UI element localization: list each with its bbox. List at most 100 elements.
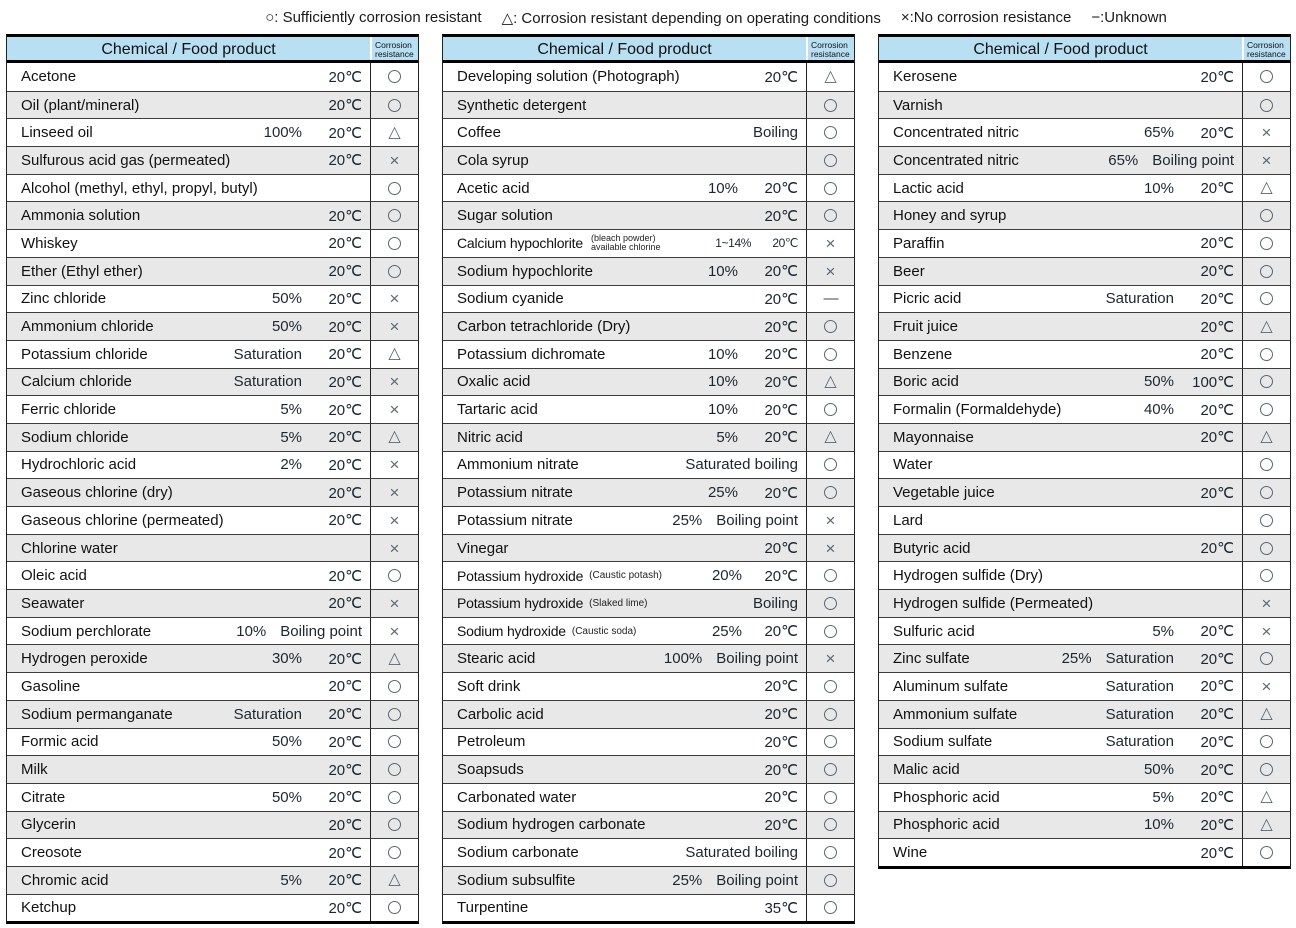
- product-cell: Picric acid Saturation 20℃: [879, 286, 1242, 313]
- legend-item-circle: ○: Sufficiently corrosion resistant: [265, 9, 482, 26]
- concentration-value: 10%: [707, 179, 738, 197]
- temperature-value: 20℃: [328, 650, 362, 668]
- rating-circle-symbol: [1242, 202, 1290, 230]
- table-body: Kerosene 20℃ Varnish Concentrated nitric 65%…: [879, 63, 1290, 866]
- rating-circle-symbol: [806, 119, 854, 147]
- product-name: Sodium carbonate: [457, 844, 579, 862]
- product-name: Beer: [893, 262, 925, 280]
- product-name: Chromic acid: [21, 871, 109, 889]
- concentration-value: Saturation: [1105, 290, 1174, 308]
- product-name: Gaseous chlorine (permeated): [21, 511, 224, 529]
- rating-circle-symbol: [806, 756, 854, 783]
- table-right: Chemical / Food product Corrosion resist…: [878, 34, 1291, 869]
- temperature-value: 20℃: [764, 429, 798, 447]
- cross-icon: ×: [389, 483, 400, 503]
- value-group: 1~14% 20℃: [715, 236, 798, 250]
- product-name: Creosote: [21, 844, 82, 862]
- temperature-value: 20℃: [1200, 816, 1234, 834]
- cross-icon: ×: [389, 317, 400, 337]
- temperature-value: 20℃: [764, 180, 798, 198]
- product-name: Coffee: [457, 124, 501, 142]
- triangle-icon: △: [824, 372, 837, 390]
- value-group: 20℃: [752, 207, 798, 225]
- table-row: Formic acid 50% 20℃: [7, 727, 418, 756]
- product-cell: Calcium hypochlorite (bleach powder) avail…: [443, 230, 806, 257]
- product-cell: Petroleum 20℃: [443, 729, 806, 756]
- temperature-value: 100℃: [1192, 373, 1234, 391]
- table-row: Lactic acid 10% 20℃ △: [879, 173, 1290, 202]
- product-cell: Hydrochloric acid 2% 20℃: [7, 452, 370, 479]
- temperature-value: 20℃: [328, 595, 362, 613]
- triangle-icon: △: [388, 428, 401, 446]
- concentration-value: 5%: [716, 428, 738, 446]
- rating-circle-symbol: [806, 811, 854, 839]
- temperature-value: 20℃: [764, 816, 798, 834]
- product-name: Sodium hypochlorite: [457, 262, 593, 280]
- product-cell: Calcium chloride Saturation 20℃: [7, 369, 370, 396]
- temperature-value: 20℃: [328, 207, 362, 225]
- concentration-value: 25%: [711, 622, 742, 640]
- cross-icon: ×: [389, 538, 400, 558]
- value-group: 5% 20℃: [246, 871, 362, 890]
- circle-icon: [1260, 486, 1273, 500]
- temperature-value: 20℃: [1200, 789, 1234, 807]
- circle-icon: [824, 569, 837, 583]
- rating-circle-symbol: [370, 230, 418, 257]
- rating-circle-symbol: [806, 700, 854, 728]
- product-name: Carbon tetrachloride (Dry): [457, 318, 631, 336]
- table-row: Acetone 20℃: [7, 63, 418, 91]
- value-group: 20℃: [316, 207, 362, 225]
- product-name: Vegetable juice: [893, 484, 995, 502]
- temperature-value: 20℃: [328, 567, 362, 585]
- column-header-product: Chemical / Food product: [973, 41, 1148, 58]
- product-cell: Wine 20℃: [879, 839, 1242, 866]
- circle-icon: [824, 403, 837, 417]
- value-group: 10% 20℃: [1118, 816, 1234, 834]
- temperature-value: 20℃: [764, 207, 798, 225]
- legend-item-triangle: △: Corrosion resistant depending on oper…: [501, 10, 881, 27]
- rating-circle-symbol: [806, 783, 854, 811]
- product-name: Paraffin: [893, 234, 945, 252]
- product-name: Kerosene: [893, 68, 958, 86]
- product-name: Sulfuric acid: [893, 622, 975, 640]
- product-cell: Ferric chloride 5% 20℃: [7, 396, 370, 423]
- legend: ○: Sufficiently corrosion resistant △: C…: [0, 0, 1296, 34]
- rating-triangle-symbol: △: [370, 866, 418, 894]
- circle-icon: [824, 126, 837, 140]
- table-row: Ferric chloride 5% 20℃ ×: [7, 395, 418, 423]
- value-group: 10% 20℃: [682, 345, 798, 364]
- rating-triangle-symbol: △: [1242, 700, 1290, 728]
- table-row: Paraffin 20℃: [879, 229, 1290, 257]
- table-row: Sodium carbonate Saturated boiling: [443, 838, 854, 866]
- rating-dash-symbol: —: [806, 285, 854, 313]
- table-row: Picric acid Saturation 20℃: [879, 284, 1290, 313]
- temperature-value: 20℃: [764, 263, 798, 281]
- rating-triangle-symbol: △: [806, 63, 854, 91]
- temperature-value: 20℃: [328, 872, 362, 890]
- concentration-value: 10%: [236, 622, 267, 640]
- table-row: Zinc sulfate 25% Saturation 20℃: [879, 644, 1290, 673]
- temperature-value: 20℃: [328, 152, 362, 170]
- rating-circle-symbol: [370, 202, 418, 230]
- rating-circle-symbol: [1242, 368, 1290, 396]
- cross-icon: ×: [389, 150, 400, 170]
- cross-icon: ×: [1261, 621, 1272, 641]
- product-name: Concentrated nitric: [893, 151, 1019, 169]
- product-cell: Ammonium chloride 50% 20℃: [7, 313, 370, 340]
- circle-icon: [1260, 458, 1273, 472]
- temperature-value: 20℃: [328, 401, 362, 419]
- table-row: Vegetable juice 20℃: [879, 478, 1290, 506]
- temperature-value: 20℃: [1200, 761, 1234, 779]
- concentration-value: 5%: [280, 871, 302, 889]
- rating-circle-symbol: [370, 728, 418, 756]
- product-cell: Carbolic acid 20℃: [443, 701, 806, 728]
- concentration-value: 10%: [707, 401, 738, 419]
- table-row: Acetic acid 10% 20℃: [443, 173, 854, 202]
- product-cell: Sodium subsulfite 25% Boiling point: [443, 867, 806, 894]
- product-name: Mayonnaise: [893, 428, 974, 446]
- circle-icon: [824, 486, 837, 500]
- temperature-value: 20℃: [328, 899, 362, 917]
- cross-icon: ×: [825, 233, 836, 253]
- rating-cross-symbol: ×: [1242, 119, 1290, 147]
- product-cell: Oil (plant/mineral) 20℃: [7, 92, 370, 119]
